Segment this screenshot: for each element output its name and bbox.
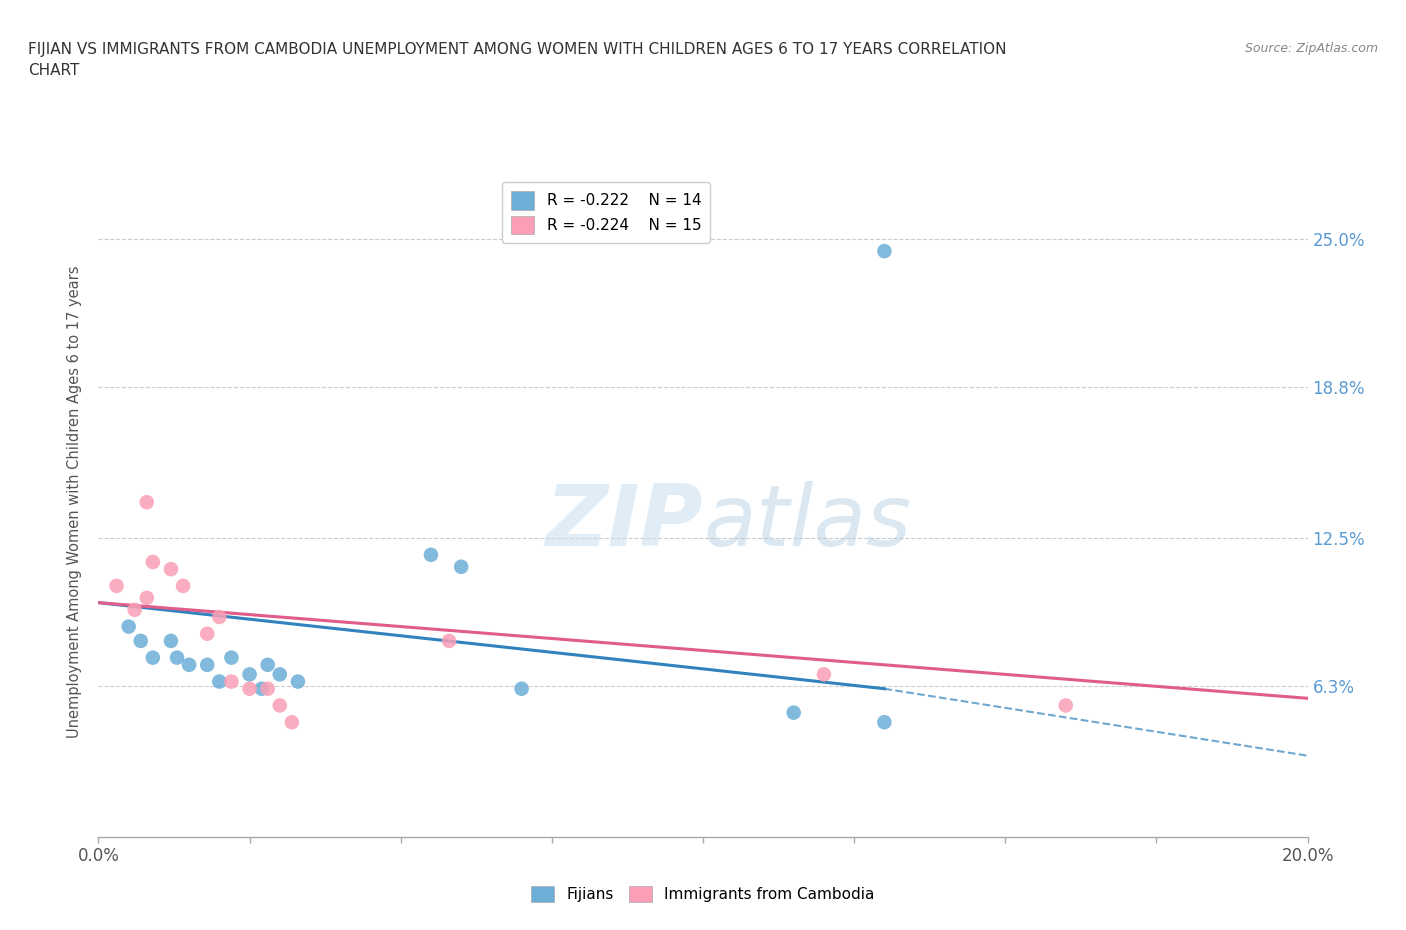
Point xyxy=(239,682,262,697)
Legend: Fijians, Immigrants from Cambodia: Fijians, Immigrants from Cambodia xyxy=(526,880,880,909)
Point xyxy=(256,682,278,697)
Text: Source: ZipAtlas.com: Source: ZipAtlas.com xyxy=(1244,42,1378,55)
Point xyxy=(142,650,165,665)
Point xyxy=(172,578,194,593)
Point xyxy=(239,667,262,682)
Point xyxy=(208,674,231,689)
Point xyxy=(783,705,806,720)
Point xyxy=(450,559,472,574)
Point xyxy=(118,619,141,634)
Y-axis label: Unemployment Among Women with Children Ages 6 to 17 years: Unemployment Among Women with Children A… xyxy=(67,266,83,738)
Point xyxy=(813,667,835,682)
Text: FIJIAN VS IMMIGRANTS FROM CAMBODIA UNEMPLOYMENT AMONG WOMEN WITH CHILDREN AGES 6: FIJIAN VS IMMIGRANTS FROM CAMBODIA UNEMP… xyxy=(28,42,1007,78)
Point xyxy=(221,674,243,689)
Point xyxy=(124,603,146,618)
Point xyxy=(437,633,460,648)
Point xyxy=(129,633,152,648)
Point xyxy=(1054,698,1077,713)
Point xyxy=(135,495,157,510)
Point xyxy=(135,591,157,605)
Point xyxy=(160,633,183,648)
Point xyxy=(221,650,243,665)
Legend: R = -0.222    N = 14, R = -0.224    N = 15: R = -0.222 N = 14, R = -0.224 N = 15 xyxy=(502,181,710,244)
Point xyxy=(873,244,896,259)
Point xyxy=(420,548,443,563)
Point xyxy=(269,698,291,713)
Point xyxy=(208,609,231,624)
Point xyxy=(281,715,304,730)
Point xyxy=(105,578,128,593)
Point xyxy=(195,658,218,672)
Point xyxy=(166,650,188,665)
Point xyxy=(195,626,218,641)
Point xyxy=(287,674,309,689)
Text: ZIP: ZIP xyxy=(546,481,703,564)
Point xyxy=(256,658,278,672)
Point xyxy=(269,667,291,682)
Point xyxy=(160,562,183,577)
Text: atlas: atlas xyxy=(703,481,911,564)
Point xyxy=(250,682,273,697)
Point xyxy=(510,682,533,697)
Point xyxy=(179,658,201,672)
Point xyxy=(873,715,896,730)
Point xyxy=(142,554,165,569)
